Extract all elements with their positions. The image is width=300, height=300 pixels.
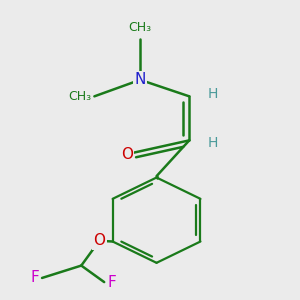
Text: H: H [207, 87, 218, 100]
Text: O: O [121, 147, 133, 162]
Text: H: H [207, 136, 218, 150]
Text: N: N [134, 72, 146, 87]
Text: F: F [107, 274, 116, 290]
Text: F: F [30, 271, 39, 286]
Text: O: O [93, 233, 105, 248]
Text: CH₃: CH₃ [68, 90, 91, 103]
Text: CH₃: CH₃ [129, 21, 152, 34]
